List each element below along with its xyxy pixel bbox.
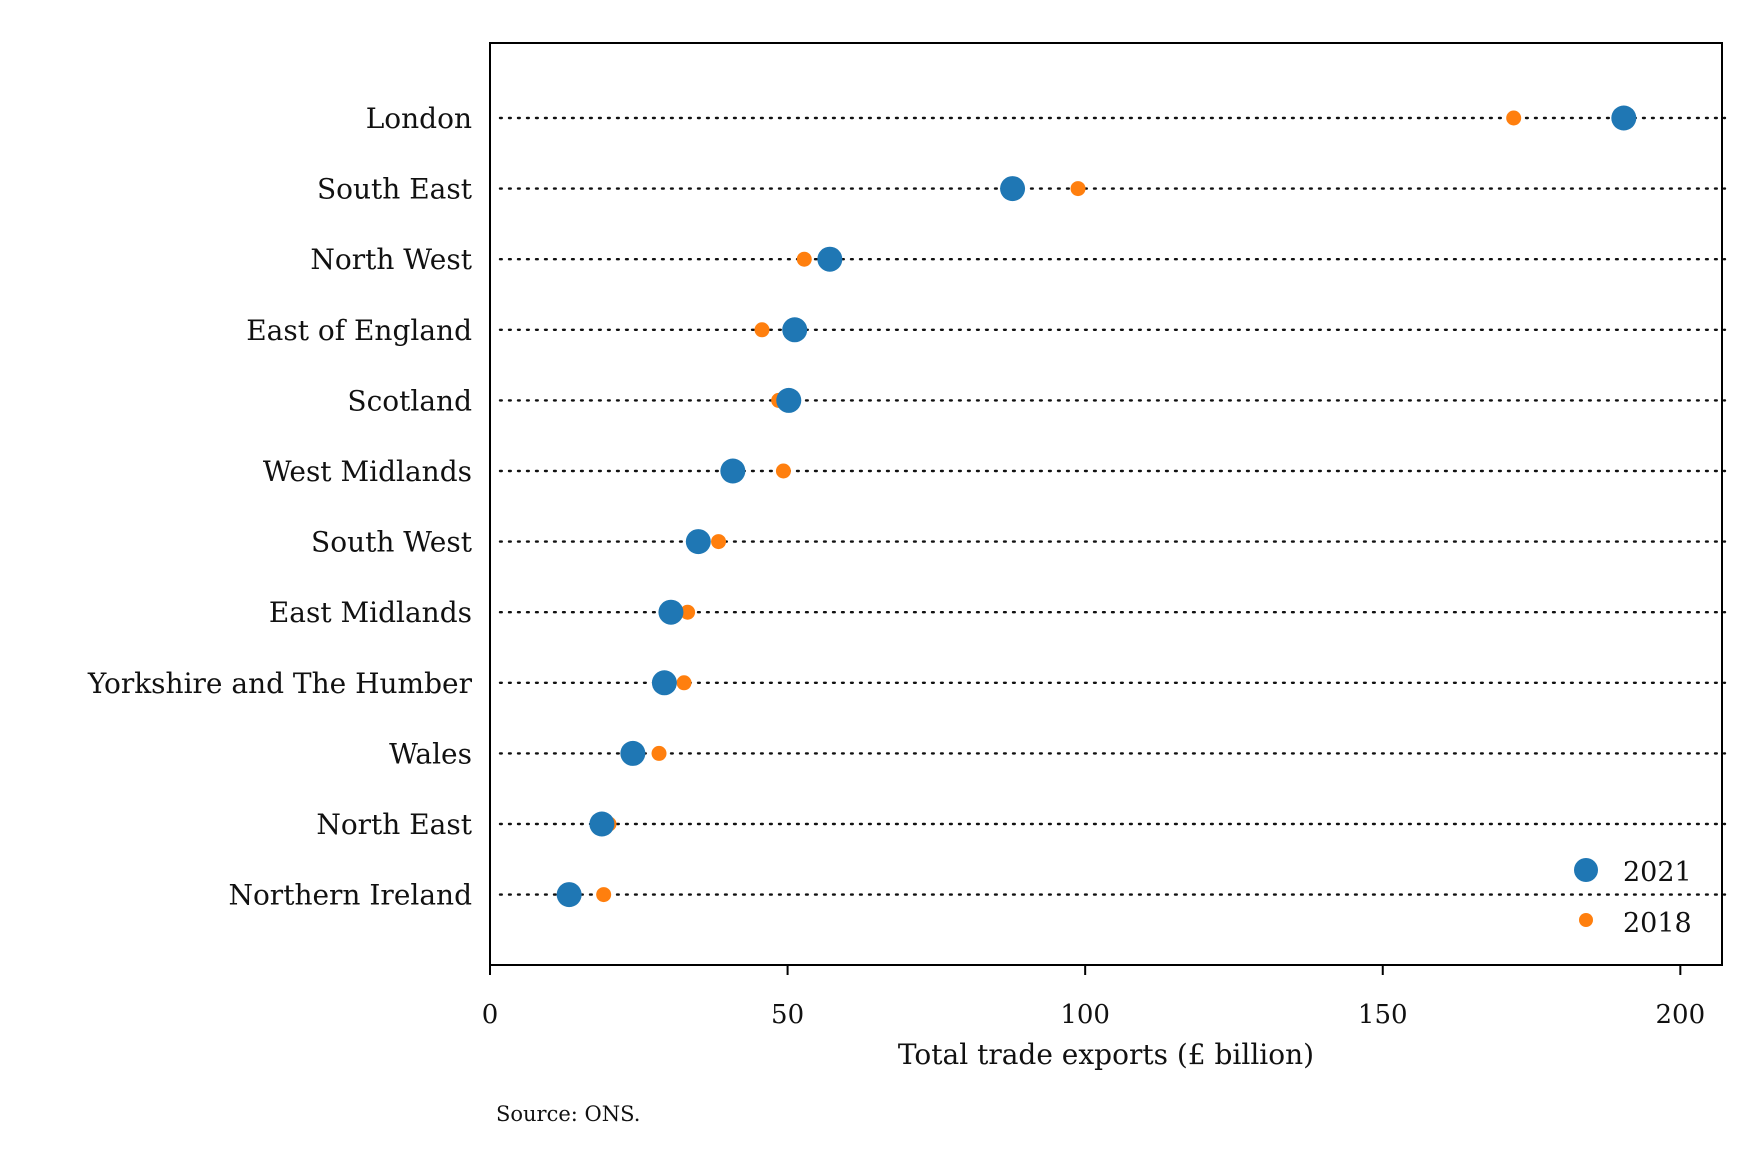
point-2018 bbox=[775, 463, 791, 479]
source-note: Source: ONS. bbox=[496, 1102, 640, 1126]
point-2021 bbox=[620, 740, 646, 766]
region-label: Northern Ireland bbox=[228, 879, 472, 912]
region-label: North West bbox=[310, 243, 472, 276]
region-label: East of England bbox=[246, 314, 472, 347]
region-label: North East bbox=[316, 808, 472, 841]
legend-label-2021: 2021 bbox=[1623, 857, 1692, 888]
point-2021 bbox=[658, 599, 684, 625]
region-label: West Midlands bbox=[263, 455, 472, 488]
row-guide-lines bbox=[498, 116, 1727, 896]
point-2018 bbox=[1070, 181, 1086, 197]
legend-marker-2021 bbox=[1574, 858, 1598, 882]
region-label: East Midlands bbox=[269, 596, 472, 629]
point-2021 bbox=[776, 387, 802, 413]
x-tick-label: 200 bbox=[1656, 1000, 1706, 1030]
region-label: South East bbox=[317, 173, 473, 206]
point-2021 bbox=[651, 670, 677, 696]
region-label: Wales bbox=[389, 737, 472, 770]
legend-marker-2018 bbox=[1579, 913, 1593, 927]
point-2018 bbox=[711, 534, 727, 550]
x-tick-label: 100 bbox=[1060, 1000, 1110, 1030]
point-2021 bbox=[589, 811, 615, 837]
region-labels: London South East North West East of Englan… bbox=[87, 102, 473, 912]
point-2018 bbox=[796, 251, 812, 267]
point-2021 bbox=[1611, 105, 1637, 131]
region-label: South West bbox=[311, 526, 473, 559]
point-2018 bbox=[754, 322, 770, 338]
point-2021 bbox=[685, 529, 711, 555]
x-axis-ticks: 0 50 100 150 200 bbox=[482, 965, 1705, 1030]
region-label: Yorkshire and The Humber bbox=[87, 667, 473, 700]
legend: 2021 2018 bbox=[1574, 857, 1692, 939]
plot-frame bbox=[489, 42, 1723, 966]
point-2018 bbox=[680, 604, 696, 620]
point-2021 bbox=[1000, 176, 1026, 202]
x-tick-label: 50 bbox=[771, 1000, 804, 1030]
point-2018 bbox=[651, 745, 667, 761]
x-tick-label: 0 bbox=[482, 1000, 499, 1030]
point-2021 bbox=[720, 458, 746, 484]
x-axis-title: Total trade exports (£ billion) bbox=[898, 1038, 1314, 1071]
region-label: London bbox=[366, 102, 472, 135]
point-2021 bbox=[817, 246, 843, 272]
point-2018 bbox=[1506, 110, 1522, 126]
point-2018 bbox=[676, 675, 692, 691]
point-2021 bbox=[556, 882, 582, 908]
point-2018 bbox=[596, 887, 612, 903]
point-2021 bbox=[782, 317, 808, 343]
legend-label-2018: 2018 bbox=[1623, 908, 1692, 939]
series-2021-points bbox=[556, 105, 1637, 908]
x-tick-label: 150 bbox=[1358, 1000, 1408, 1030]
region-label: Scotland bbox=[347, 384, 472, 417]
